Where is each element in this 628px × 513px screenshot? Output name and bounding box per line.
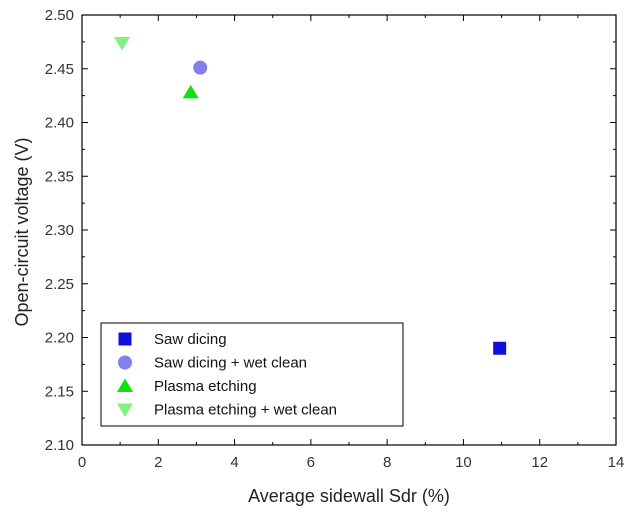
- x-tick-label: 6: [307, 454, 315, 471]
- y-tick-label: 2.10: [45, 437, 74, 454]
- legend-label: Plasma etching: [154, 378, 257, 395]
- x-tick-label: 2: [154, 454, 162, 471]
- data-point: [182, 84, 199, 99]
- x-tick-label: 10: [455, 454, 472, 471]
- x-tick-label: 14: [608, 454, 625, 471]
- x-axis: 0 2 4 6 8 10 12 14: [78, 15, 625, 471]
- y-tick-label: 2.50: [45, 7, 74, 24]
- y-tick-label: 2.25: [45, 276, 74, 293]
- x-tick-label: 4: [230, 454, 238, 471]
- data-point: [114, 36, 131, 51]
- legend-marker: [117, 378, 133, 392]
- y-tick-label: 2.40: [45, 115, 74, 132]
- y-axis: 2.10 2.15 2.20 2.25 2.30 2.35 2.40 2.45 2.50: [45, 7, 616, 454]
- y-axis-title: Open-circuit voltage (V): [12, 137, 32, 326]
- y-tick-label: 2.15: [45, 383, 74, 400]
- y-tick-label: 2.35: [45, 168, 74, 185]
- legend-marker: [118, 332, 132, 346]
- legend-box: [100, 322, 404, 427]
- y-tick-label: 2.30: [45, 222, 74, 239]
- y-tick-label: 2.45: [45, 61, 74, 78]
- x-tick-label: 8: [383, 454, 391, 471]
- x-tick-label: 12: [531, 454, 548, 471]
- legend-label: Saw dicing + wet clean: [154, 355, 307, 372]
- legend-label: Plasma etching + wet clean: [154, 402, 337, 419]
- legend-marker: [117, 403, 133, 417]
- data-points: [114, 36, 507, 355]
- data-point: [493, 341, 507, 355]
- x-axis-title: Average sidewall Sdr (%): [248, 486, 450, 506]
- x-tick-label: 0: [78, 454, 86, 471]
- legend: Saw dicing Saw dicing + wet clean Plasma e…: [100, 322, 404, 427]
- y-tick-label: 2.20: [45, 330, 74, 347]
- legend-label: Saw dicing: [154, 331, 227, 348]
- data-point: [193, 60, 208, 75]
- legend-marker: [118, 355, 132, 370]
